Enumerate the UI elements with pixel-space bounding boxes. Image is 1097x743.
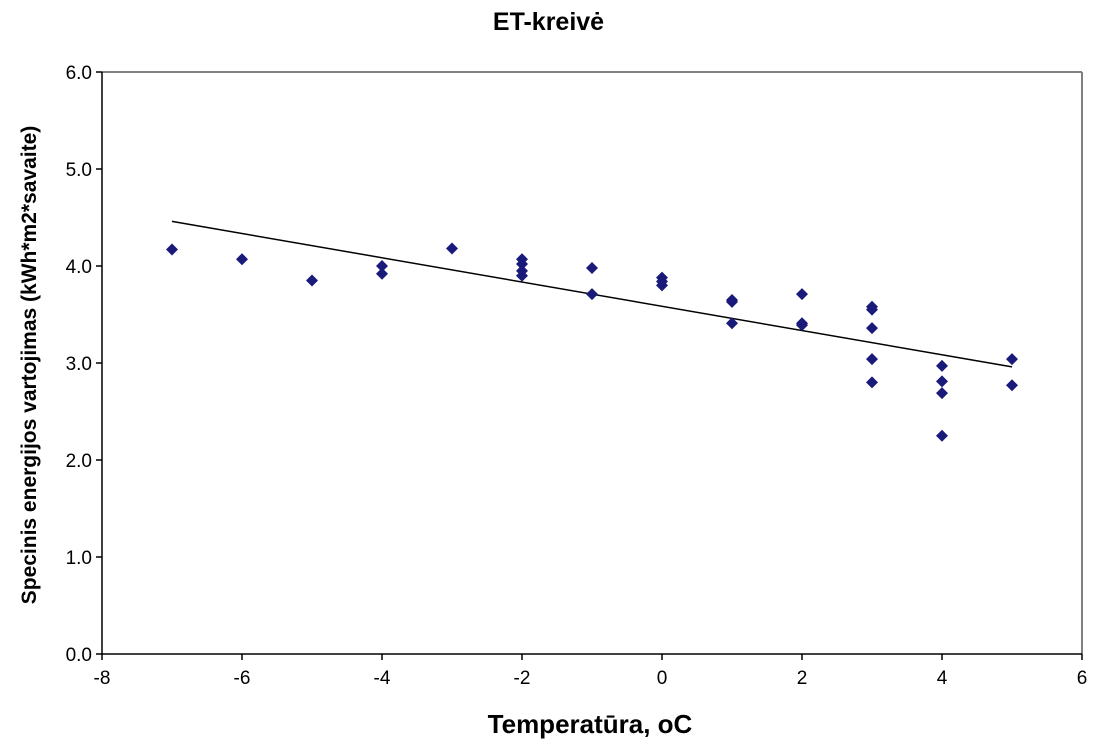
chart-title: ET-kreivė <box>492 8 605 36</box>
x-axis: -8 -6 -4 -2 0 2 4 6 <box>94 654 1088 689</box>
data-point <box>586 288 598 301</box>
x-tick-label: -8 <box>94 668 111 689</box>
data-point <box>796 288 808 301</box>
x-tick-label: -4 <box>374 668 391 689</box>
x-tick-label: 4 <box>937 668 948 689</box>
data-point <box>1006 353 1018 366</box>
data-point <box>376 260 388 272</box>
data-point <box>586 261 598 274</box>
x-tick-label: -6 <box>234 668 251 689</box>
x-tick-label: 6 <box>1077 668 1088 689</box>
y-axis: 0.0 1.0 2.0 3.0 4.0 5.0 6.0 <box>66 63 102 666</box>
data-point <box>236 253 248 266</box>
data-point <box>166 243 178 256</box>
data-point <box>936 387 948 400</box>
data-point <box>726 317 738 330</box>
data-points <box>166 242 1018 442</box>
data-point <box>516 258 528 271</box>
y-tick-label: 4.0 <box>66 257 92 278</box>
data-point <box>726 295 738 308</box>
data-point <box>306 274 318 287</box>
data-point <box>866 322 878 335</box>
y-tick-label: 1.0 <box>66 548 92 569</box>
y-tick-label: 5.0 <box>66 160 92 181</box>
data-point <box>376 267 388 280</box>
y-tick-label: 6.0 <box>66 63 92 84</box>
data-point <box>446 242 458 255</box>
data-point <box>866 376 878 389</box>
data-point <box>936 375 948 388</box>
data-point <box>866 353 878 366</box>
data-point <box>936 429 948 442</box>
plot-frame <box>101 71 1083 655</box>
x-axis-title: Temperatūra, oC <box>488 709 693 739</box>
data-point <box>656 279 668 292</box>
data-point <box>796 319 808 332</box>
y-tick-label: 3.0 <box>66 354 92 375</box>
data-point <box>936 359 948 372</box>
y-axis-title: Specinis energijos vartojimas (kWh*m2*sa… <box>18 126 41 605</box>
y-tick-label: 0.0 <box>66 645 92 666</box>
data-point <box>516 269 528 282</box>
x-tick-label: -2 <box>514 668 531 689</box>
x-tick-label: 2 <box>797 668 808 689</box>
data-point <box>1006 379 1018 392</box>
data-point <box>866 303 878 316</box>
x-tick-label: 0 <box>657 668 668 689</box>
y-tick-label: 2.0 <box>66 451 92 472</box>
